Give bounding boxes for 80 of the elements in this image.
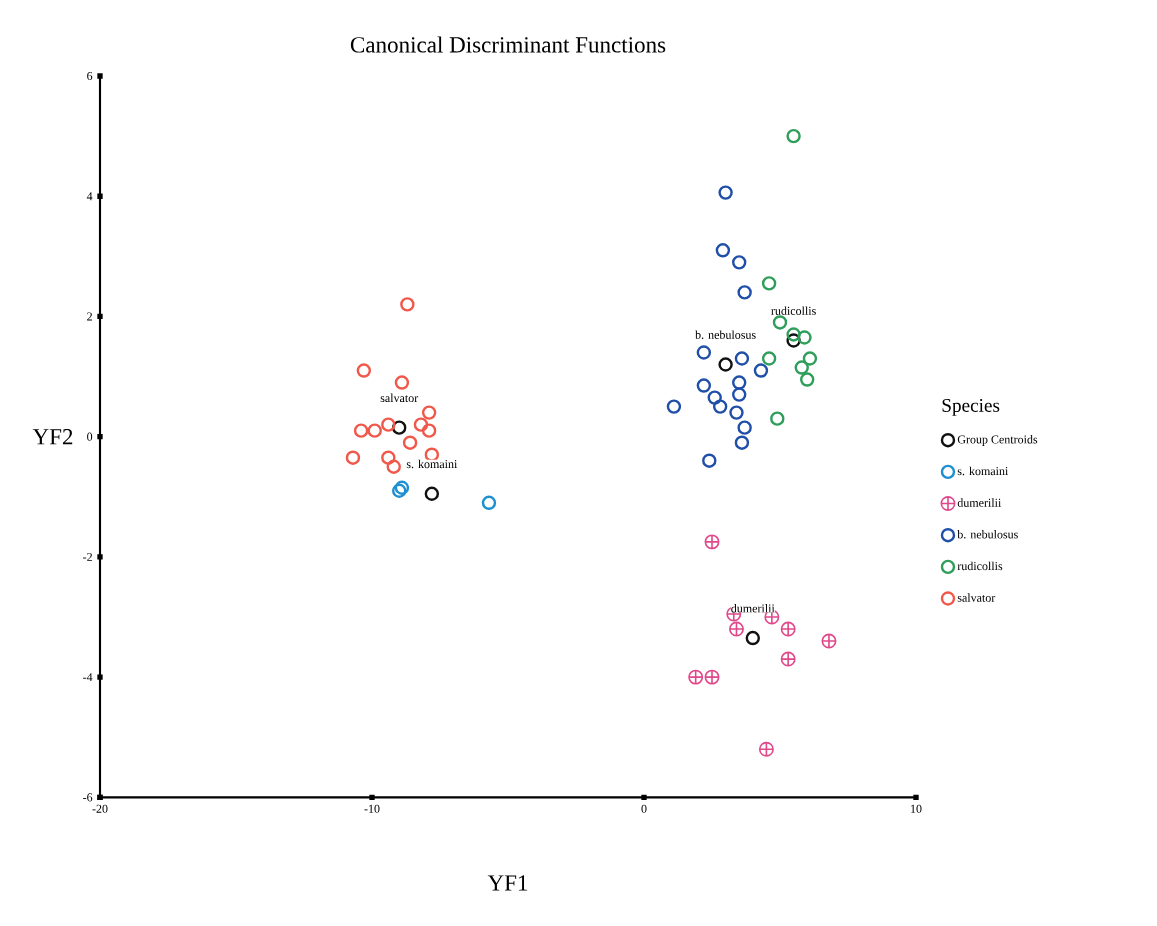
point: [718, 357, 733, 372]
point: [381, 450, 396, 465]
legend-label: b. nebulosus: [957, 530, 1018, 539]
point: [402, 435, 418, 450]
point: [821, 633, 837, 649]
point: [729, 621, 744, 637]
point: [666, 399, 682, 414]
point: [761, 276, 777, 291]
point: [704, 669, 720, 685]
legend-label: rudicollis: [957, 561, 1003, 571]
point: [702, 453, 717, 468]
point: [732, 375, 747, 390]
point: [386, 459, 401, 474]
point: [794, 360, 809, 375]
point: [394, 375, 410, 390]
legend-title: Species: [942, 398, 1000, 416]
point: [758, 741, 774, 757]
point: [696, 345, 712, 360]
point: [367, 423, 382, 438]
point: [745, 630, 761, 646]
annotation: s. komaini: [406, 459, 458, 469]
point: [345, 450, 361, 465]
legend-label: salvator: [957, 593, 996, 602]
y-tick-label: 4: [86, 192, 93, 201]
x-tick-label: -20: [92, 804, 108, 813]
x-tick-label: 10: [911, 804, 922, 813]
annotation: rudicollis: [771, 306, 816, 315]
point: [421, 423, 437, 438]
point: [424, 486, 440, 501]
point: [392, 420, 407, 435]
point: [770, 411, 785, 426]
y-tick-label: -6: [83, 793, 93, 802]
y-tick-label: 0: [87, 432, 93, 441]
point: [421, 405, 437, 420]
point: [356, 363, 372, 378]
y-tick-label: -2: [83, 552, 92, 561]
point: [753, 363, 769, 378]
point: [704, 534, 720, 550]
annotation: salvator: [380, 393, 419, 403]
legend-label: Group Centroids: [957, 435, 1038, 446]
point: [734, 435, 750, 450]
point: [780, 621, 796, 637]
x-tick-label: 0: [641, 804, 647, 813]
x-tick-label: -10: [364, 804, 380, 813]
point: [734, 351, 750, 366]
legend-label: dumerilii: [957, 498, 1002, 507]
point: [481, 495, 497, 510]
point: [353, 423, 369, 438]
y-tick-label: -4: [83, 673, 93, 682]
point: [729, 405, 744, 420]
point: [797, 330, 812, 345]
point: [688, 669, 704, 685]
point: [800, 372, 815, 387]
chart-title: Canonical Discriminant Functions: [350, 36, 666, 53]
point: [780, 651, 796, 667]
point: [715, 243, 731, 258]
point: [712, 399, 728, 414]
point: [400, 297, 415, 312]
point: [718, 185, 733, 200]
point: [737, 420, 752, 435]
point: [786, 327, 801, 342]
annotation: b. nebulosus: [695, 330, 756, 339]
point: [413, 417, 429, 432]
point: [381, 417, 396, 432]
point: [732, 255, 747, 270]
point: [737, 285, 752, 300]
x-axis-title: YF1: [487, 875, 528, 891]
annotation: dumerilii: [731, 604, 775, 613]
point: [786, 333, 801, 348]
y-tick-label: 2: [87, 312, 92, 321]
point: [707, 390, 722, 405]
point: [732, 387, 747, 402]
legend-label: s. komaini: [957, 466, 1009, 476]
point: [772, 315, 788, 330]
y-axis-title: YF2: [32, 429, 73, 445]
y-tick-label: 6: [87, 71, 93, 81]
point: [761, 351, 777, 366]
point: [786, 128, 801, 144]
point: [802, 351, 818, 366]
point: [696, 378, 712, 393]
